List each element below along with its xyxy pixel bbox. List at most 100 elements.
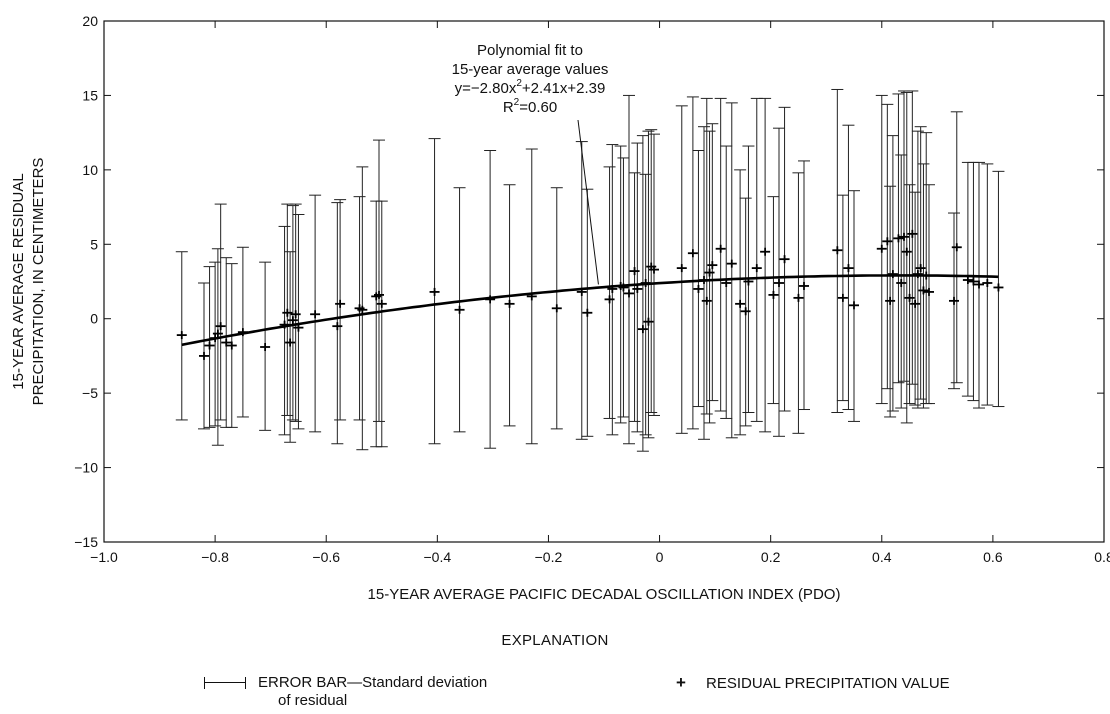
error-bar bbox=[792, 172, 805, 434]
residual-point bbox=[260, 342, 271, 351]
annotation-leader bbox=[577, 119, 599, 285]
residual-point bbox=[332, 322, 343, 331]
residual-point bbox=[335, 299, 346, 308]
annotation-line: R2=0.60 bbox=[503, 97, 557, 116]
residual-point bbox=[290, 310, 301, 319]
error-bar bbox=[214, 203, 227, 421]
residual-point bbox=[951, 243, 962, 252]
residual-points bbox=[176, 229, 1004, 360]
residual-point bbox=[687, 249, 698, 258]
residual-point bbox=[993, 283, 1004, 292]
residual-point bbox=[910, 299, 921, 308]
x-tick-label: 0.8 bbox=[1094, 549, 1110, 565]
error-bar bbox=[334, 199, 347, 421]
error-bar bbox=[292, 214, 305, 430]
residual-point bbox=[504, 299, 515, 308]
error-bar bbox=[628, 172, 641, 422]
axis-labels: 15-YEAR AVERAGE PACIFIC DECADAL OSCILLAT… bbox=[10, 158, 840, 603]
residual-point bbox=[735, 299, 746, 308]
residual-point bbox=[632, 284, 643, 293]
y-tick-label: 5 bbox=[90, 236, 98, 252]
residual-point bbox=[901, 247, 912, 256]
annotation-line: Polynomial fit to bbox=[477, 42, 583, 59]
plot-frame bbox=[103, 20, 1105, 543]
residual-point bbox=[374, 290, 384, 299]
residual-point bbox=[212, 329, 223, 338]
residual-point bbox=[637, 325, 648, 334]
residual-point bbox=[918, 286, 929, 295]
residual-point bbox=[726, 259, 737, 268]
error-bar bbox=[211, 248, 224, 446]
x-axis-label: 15-YEAR AVERAGE PACIFIC DECADAL OSCILLAT… bbox=[368, 586, 841, 603]
residual-point bbox=[649, 265, 659, 274]
residual-point bbox=[715, 244, 726, 253]
fit-curve-group bbox=[181, 274, 999, 347]
residual-point bbox=[896, 278, 907, 287]
error-bar bbox=[370, 200, 383, 448]
residual-point bbox=[915, 264, 926, 273]
residual-point bbox=[287, 316, 298, 325]
y-tick-label: −5 bbox=[82, 385, 98, 401]
y-tick-label: 10 bbox=[82, 162, 98, 178]
residual-point bbox=[429, 287, 440, 296]
error-bar bbox=[373, 139, 385, 422]
residual-point bbox=[204, 341, 215, 350]
y-tick-label: 20 bbox=[82, 13, 98, 29]
residual-point bbox=[904, 293, 915, 302]
x-tick-label: −0.2 bbox=[535, 549, 563, 565]
residual-point bbox=[885, 296, 896, 305]
error-bar bbox=[911, 130, 924, 409]
residual-point bbox=[582, 308, 593, 317]
residual-point bbox=[907, 229, 918, 238]
error-bar bbox=[648, 133, 660, 416]
residual-point bbox=[551, 304, 562, 313]
x-tick-label: 0.6 bbox=[983, 549, 1003, 565]
residual-point bbox=[357, 305, 368, 314]
residual-point bbox=[751, 264, 762, 273]
x-tick-label: −1.0 bbox=[90, 549, 118, 565]
error-bar bbox=[284, 251, 297, 443]
error-bar bbox=[700, 97, 713, 415]
residual-point bbox=[199, 351, 209, 360]
error-bar bbox=[900, 91, 913, 424]
residual-point bbox=[310, 310, 321, 319]
residual-point bbox=[882, 237, 893, 246]
error-bar bbox=[209, 261, 222, 427]
error-bar bbox=[759, 97, 772, 433]
fit-curve bbox=[181, 274, 999, 347]
residual-point bbox=[982, 278, 993, 287]
residual-point bbox=[604, 295, 615, 304]
fit-annotation: Polynomial fit to 15-year average valuesy… bbox=[452, 42, 608, 285]
residual-point bbox=[760, 247, 771, 256]
residual-point bbox=[226, 341, 237, 350]
x-tick-label: 0.2 bbox=[761, 549, 781, 565]
error-bar bbox=[639, 173, 652, 436]
residual-point bbox=[624, 289, 634, 298]
residual-point bbox=[774, 278, 784, 287]
residual-point bbox=[793, 293, 804, 302]
residual-point bbox=[676, 264, 687, 273]
residual-point bbox=[899, 232, 909, 241]
residual-point bbox=[876, 244, 887, 253]
y-tick-label: −10 bbox=[74, 460, 98, 476]
error-bar bbox=[909, 191, 922, 406]
residual-point bbox=[376, 299, 387, 308]
y-axis-label-line1: 15-YEAR AVERAGE RESIDUAL bbox=[10, 173, 27, 389]
residual-point bbox=[799, 281, 809, 290]
error-bar bbox=[286, 205, 299, 421]
y-tick-label: 15 bbox=[82, 87, 98, 103]
axis-ticks: −1.0 −0.8 −0.6 −0.4 −0.2 0 0.2 0.4 0.6 0.8 −15 −10 −… bbox=[74, 13, 1110, 565]
residual-point bbox=[768, 290, 779, 299]
error-bar bbox=[636, 135, 649, 452]
residual-point bbox=[849, 301, 859, 310]
residual-point bbox=[454, 305, 465, 314]
error-bar bbox=[714, 97, 727, 412]
residual-point bbox=[643, 317, 654, 326]
error-bar bbox=[375, 200, 388, 448]
residual-point bbox=[285, 338, 296, 347]
error-bar bbox=[914, 126, 927, 400]
error-bar bbox=[278, 225, 291, 436]
residual-point bbox=[949, 296, 959, 305]
residual-point bbox=[707, 261, 718, 270]
